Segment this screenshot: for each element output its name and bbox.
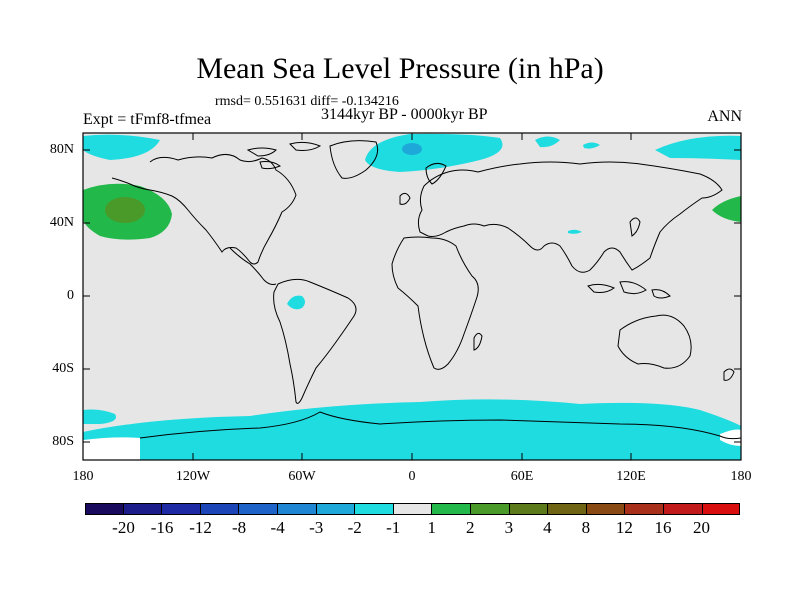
colorbar-label: 1 [427, 518, 437, 537]
lon-label-60w: 60W [288, 469, 316, 484]
experiment-label: Expt = tFmf8-tfmea [83, 111, 212, 128]
colorbar-swatch [509, 503, 549, 515]
season-label: ANN [707, 108, 742, 125]
colorbar-swatch [393, 503, 433, 515]
lat-ticks [83, 149, 741, 443]
lon-label-180w: 180 [72, 469, 94, 484]
anomaly-arctic-west [83, 134, 160, 160]
colorbar-swatch [586, 503, 626, 515]
lat-label-80n: 80N [49, 142, 74, 157]
colorbar-swatch [432, 503, 471, 515]
colorbar-label: 4 [543, 518, 552, 537]
colorbar-label: 16 [654, 518, 672, 537]
colorbar-swatch [316, 503, 356, 515]
lon-label-60e: 60E [510, 469, 534, 484]
anomaly-arctic-small [535, 136, 560, 148]
lon-label-0: 0 [408, 469, 416, 484]
colorbar-label: -8 [232, 518, 247, 537]
stats-label: rmsd= 0.551631 diff= -0.134216 [215, 94, 399, 109]
pressure-anomaly-fields [83, 133, 741, 460]
period-label: 3144kyr BP - 0000kyr BP [321, 106, 488, 123]
anomaly-arctic-east [655, 135, 741, 160]
colorbar-label: -12 [189, 518, 212, 537]
colorbar-swatch [277, 503, 317, 515]
colorbar-label: 8 [581, 518, 591, 537]
colorbar [85, 503, 741, 515]
colorbar-label: 20 [692, 518, 710, 537]
lon-label-120e: 120E [616, 469, 646, 484]
colorbar-label: 12 [615, 518, 633, 537]
colorbar-label: -3 [309, 518, 324, 537]
colorbar-swatch [625, 503, 664, 515]
coastlines [111, 140, 741, 440]
anomaly-arctic-core [402, 143, 422, 155]
colorbar-swatch [85, 503, 124, 515]
colorbar-swatch [239, 503, 278, 515]
lat-label-40n: 40N [49, 215, 74, 230]
coast-south-america [273, 278, 357, 404]
anomaly-north-pacific-core [105, 197, 145, 223]
colorbar-label: -2 [347, 518, 362, 537]
lon-label-180e: 180 [730, 469, 752, 484]
plot-title: Mean Sea Level Pressure (in hPa) [196, 52, 604, 85]
colorbar-label: 3 [504, 518, 514, 537]
anomaly-north-pacific-east [712, 196, 741, 222]
lat-label-80s: 80S [52, 434, 74, 449]
colorbar-swatch [663, 503, 703, 515]
lat-label-40s: 40S [52, 361, 74, 376]
coast-australia [617, 314, 692, 369]
coast-africa [391, 236, 479, 370]
anomaly-southern-ocean [83, 399, 741, 460]
lat-label-0: 0 [67, 288, 74, 303]
colorbar-swatch [702, 503, 741, 515]
coast-eurasia [417, 161, 723, 273]
anomaly-arctic-tiny [583, 142, 600, 149]
lon-label-120w: 120W [175, 469, 211, 484]
coast-greenland [329, 140, 379, 179]
anomaly-arctic-central [365, 133, 503, 172]
colorbar-swatch [470, 503, 510, 515]
colorbar-swatch [200, 503, 240, 515]
colorbar-label: -16 [150, 518, 174, 537]
coast-antarctica [139, 411, 741, 440]
colorbar-swatch [355, 503, 394, 515]
antarctic-land-edge-w [83, 437, 140, 460]
colorbar-swatch [123, 503, 163, 515]
colorbar-label: 2 [466, 518, 475, 537]
anomaly-asia-small [568, 229, 582, 234]
colorbar-label: -1 [386, 518, 401, 537]
anomaly-amazon [287, 295, 305, 310]
colorbar-swatch [548, 503, 587, 515]
colorbar-label: -20 [112, 518, 135, 537]
colorbar-swatch [162, 503, 201, 515]
lon-ticks [192, 133, 632, 460]
coast-north-america [111, 154, 297, 265]
colorbar-label: -4 [270, 518, 285, 537]
